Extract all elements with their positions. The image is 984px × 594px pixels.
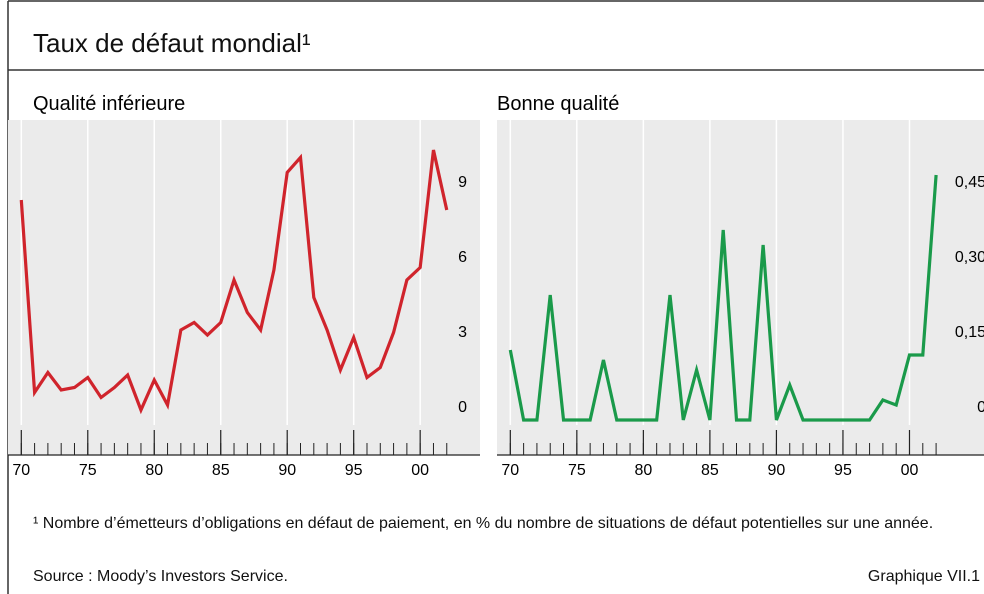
figure-label: Graphique VII.1: [867, 568, 980, 585]
y-tick-label: 0,45: [955, 174, 984, 191]
x-tick-label: 85: [212, 462, 230, 479]
x-tick-label: 85: [701, 462, 719, 479]
x-tick-label: 70: [12, 462, 30, 479]
data-line: [19, 149, 449, 415]
y-tick-label: 6: [458, 249, 467, 266]
footnote: ¹ Nombre d’émetteurs d’obligations en dé…: [33, 515, 934, 532]
x-tick-label: 95: [834, 462, 852, 479]
plot-area: [8, 120, 480, 455]
x-tick-label: 95: [345, 462, 363, 479]
y-tick-label: 3: [458, 324, 467, 341]
y-tick-label: 9: [458, 174, 467, 191]
x-tick-label: 80: [145, 462, 163, 479]
x-tick-label: 75: [79, 462, 97, 479]
title: Taux de défaut mondial¹: [33, 28, 311, 58]
x-tick-label: 80: [634, 462, 652, 479]
x-tick-label: 90: [768, 462, 786, 479]
plot-area: [497, 120, 984, 455]
y-tick-label: 0: [458, 399, 467, 416]
source: Source : Moody’s Investors Service.: [33, 568, 288, 585]
subtitle: Qualité inférieure: [33, 93, 185, 115]
x-tick-label: 00: [411, 462, 429, 479]
x-tick-label: 00: [901, 462, 919, 479]
x-tick-label: 75: [568, 462, 586, 479]
x-tick-label: 90: [278, 462, 296, 479]
subtitle: Bonne qualité: [497, 93, 619, 115]
y-tick-label: 0,15: [955, 324, 984, 341]
x-tick-label: 70: [501, 462, 519, 479]
y-tick-label: 0: [977, 399, 984, 416]
data-line: [508, 174, 938, 422]
y-tick-label: 0,30: [955, 249, 984, 266]
